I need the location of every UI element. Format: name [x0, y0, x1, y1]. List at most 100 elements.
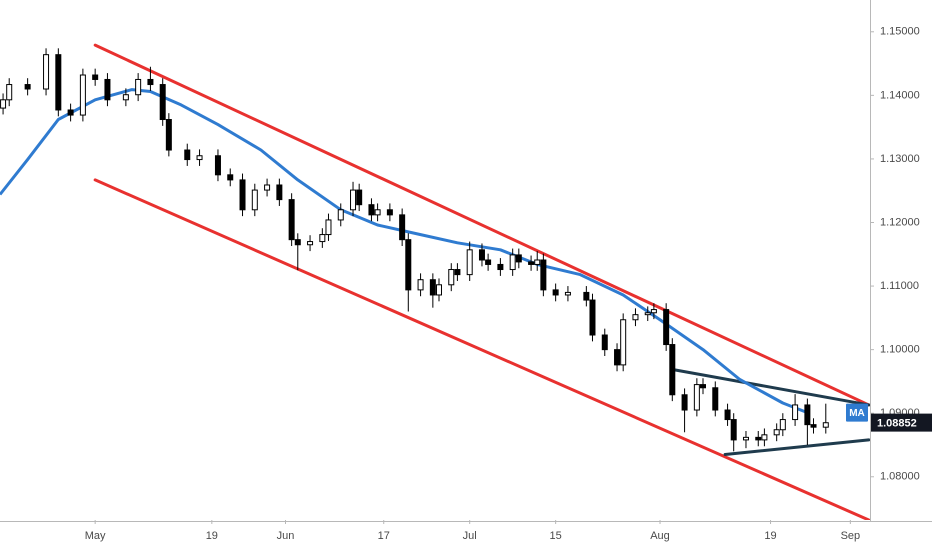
candle-body	[55, 54, 62, 111]
candle-body	[196, 155, 203, 161]
candle-body	[325, 219, 332, 236]
candle-body	[356, 189, 363, 206]
candle-body	[693, 384, 700, 411]
candle-body	[92, 74, 99, 80]
candle-body	[509, 254, 516, 271]
candle-body	[159, 84, 166, 121]
candle-body	[552, 289, 559, 296]
candle-body	[601, 334, 608, 351]
candle-body	[104, 78, 111, 101]
y-tick-label: 1.12000	[880, 216, 920, 228]
candle-body	[276, 184, 283, 201]
candle-body	[448, 269, 455, 286]
candle-body	[822, 422, 829, 428]
candle-body	[792, 404, 799, 421]
candle-body	[264, 184, 271, 191]
candle-body	[650, 309, 657, 314]
candle-body	[755, 436, 762, 441]
y-tick-label: 1.14000	[880, 89, 920, 101]
candle-body	[251, 189, 258, 211]
candle-body	[165, 119, 172, 151]
candle-body	[810, 424, 817, 428]
candle-body	[632, 314, 639, 321]
candle-body	[742, 436, 749, 441]
candle-body	[620, 319, 627, 366]
candle-body	[699, 384, 706, 389]
candle-body	[497, 263, 504, 271]
candle-body	[583, 291, 590, 301]
candle-body	[485, 259, 492, 265]
ma-line	[0, 88, 808, 414]
candle-body	[294, 239, 301, 246]
candle-body	[0, 99, 7, 109]
candle-body	[614, 349, 621, 366]
candle-body	[773, 429, 780, 436]
candle-body	[435, 284, 442, 296]
candle-body	[24, 84, 31, 90]
ma-label: MA	[849, 408, 865, 419]
x-tick-label: Jun	[277, 530, 295, 542]
candle-body	[724, 409, 731, 421]
candle-body	[804, 404, 811, 426]
x-tick-label: Sep	[841, 530, 861, 542]
x-tick-label: 19	[206, 530, 218, 542]
candle-body	[564, 291, 571, 296]
candle-body	[540, 259, 547, 291]
candle-body	[730, 419, 737, 441]
candle-body	[337, 209, 344, 221]
candle-body	[417, 279, 424, 291]
y-tick-label: 1.11000	[880, 280, 919, 292]
candle-body	[319, 234, 326, 243]
candle-body	[307, 241, 314, 246]
candle-body	[779, 419, 786, 431]
candle-body	[147, 78, 154, 86]
last-price-box	[871, 413, 932, 432]
y-tick-label: 1.15000	[880, 26, 920, 38]
candle-body	[43, 54, 50, 90]
candle-body	[399, 214, 406, 241]
x-tick-label: May	[85, 530, 106, 542]
x-tick-label: Jul	[463, 530, 477, 542]
candle-body	[6, 84, 13, 101]
candle-body	[454, 269, 461, 276]
x-tick-label: 17	[378, 530, 390, 542]
candle-body	[67, 109, 74, 116]
trendline	[673, 368, 870, 407]
candle-body	[184, 149, 191, 161]
candle-body	[528, 261, 535, 265]
candle-body	[663, 309, 670, 346]
plot-area	[0, 43, 870, 520]
candle-body	[589, 299, 596, 336]
candle-body	[227, 174, 234, 181]
candle-body	[466, 249, 473, 276]
candle-body	[350, 189, 357, 211]
candle-body	[368, 204, 375, 216]
candle-body	[429, 279, 436, 296]
trendline	[723, 438, 870, 457]
y-tick-label: 1.08000	[880, 471, 920, 483]
x-tick-label: Aug	[650, 530, 670, 542]
last-price-label: 1.08852	[877, 418, 917, 430]
candle-body	[534, 259, 541, 265]
candle-body	[644, 312, 651, 316]
x-tick-label: 19	[764, 530, 776, 542]
candle-body	[681, 394, 688, 411]
candle-body	[135, 78, 142, 96]
candle-body	[761, 434, 768, 441]
y-tick-label: 1.10000	[880, 344, 920, 356]
candle-body	[669, 344, 676, 396]
candle-body	[239, 179, 246, 211]
candle-body	[386, 209, 393, 216]
candle-body	[122, 94, 129, 101]
candle-body	[515, 254, 522, 263]
candle-body	[214, 155, 221, 176]
x-tick-label: 15	[550, 530, 562, 542]
candle-body	[288, 199, 295, 241]
candle-body	[478, 249, 485, 261]
candle-body	[405, 239, 412, 291]
candle-body	[712, 387, 719, 411]
candle-body	[374, 209, 381, 216]
y-tick-label: 1.13000	[880, 153, 920, 165]
